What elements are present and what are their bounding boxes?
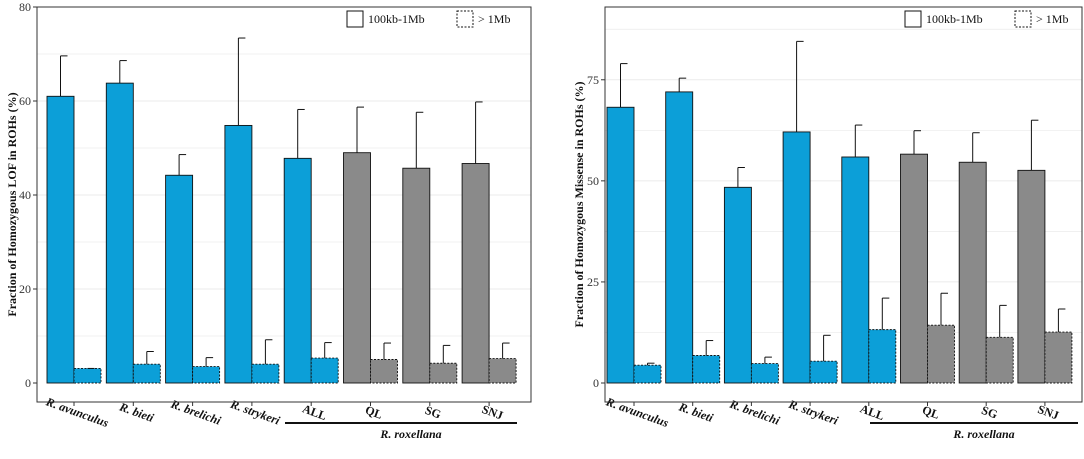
chart1-y-tick-label-60: 60	[19, 94, 31, 108]
chart1-bar-100kb-1mb-6	[343, 152, 371, 384]
chart2-bar-100kb-1mb-5	[841, 156, 870, 384]
chart2-y-tick-label-50: 50	[587, 174, 599, 188]
chart2-bar-gt1mb-3	[750, 363, 779, 384]
chart2-bar-gt1mb-1	[633, 364, 662, 384]
chart1-y-tick-label-0: 0	[25, 376, 31, 390]
chart1-y-tick-label-80: 80	[19, 0, 31, 14]
chart1-bar-gt1mb-3	[192, 366, 221, 384]
chart2-bar-100kb-1mb-6	[900, 153, 928, 384]
chart1-bar-100kb-1mb-5	[283, 157, 312, 384]
chart2-bar-gt1mb-6	[927, 324, 955, 384]
chart1-bar-gt1mb-2	[132, 363, 161, 384]
chart2-bar-100kb-1mb-2	[665, 91, 694, 384]
chart1-legend-label-1: 100kb-1Mb	[368, 12, 425, 26]
chart1-y-tick-label-20: 20	[19, 282, 31, 296]
chart2-category-label-2: R. bieti	[676, 399, 716, 425]
chart1-category-label-6: QL	[363, 403, 384, 422]
chart1-y-tick-label-40: 40	[19, 188, 31, 202]
chart1-group-label: R. roxellana	[379, 427, 441, 441]
chart1-bar-100kb-1mb-8	[461, 163, 490, 384]
chart1-bar-gt1mb-1	[73, 367, 102, 384]
chart1-legend-label-2: > 1Mb	[478, 12, 510, 26]
chart2-bar-gt1mb-2	[692, 355, 721, 384]
chart1-bar-100kb-1mb-1	[46, 95, 75, 384]
chart1-category-label-7: SG	[423, 403, 443, 422]
chart1-category-label-5: ALL	[301, 401, 329, 423]
chart2-bar-gt1mb-8	[1044, 331, 1073, 384]
chart2-category-label-8: SNJ	[1036, 402, 1061, 422]
chart2-category-label-6: QL	[920, 403, 941, 422]
chart2-y-tick-label-25: 25	[587, 275, 599, 289]
chart2-legend-key-dashed	[1014, 10, 1032, 28]
chart2-bar-gt1mb-7	[985, 336, 1014, 384]
chart2-bar-100kb-1mb-1	[606, 106, 635, 384]
chart2-bar-gt1mb-5	[868, 329, 897, 384]
chart1-bar-100kb-1mb-4	[224, 124, 253, 384]
chart2-panel-border	[604, 6, 1083, 403]
chart2-legend-key-solid	[904, 10, 922, 28]
chart1-bar-gt1mb-8	[488, 358, 517, 384]
chart1-bar-100kb-1mb-2	[105, 82, 134, 384]
chart1-y-axis-label: Fraction of Homozygous LOF in ROHs (%)	[5, 92, 19, 316]
chart1-bar-gt1mb-4	[251, 363, 280, 384]
chart2-y-axis-label: Fraction of Homozygous Missense in ROHs …	[572, 82, 586, 328]
chart2-y-tick-label-75: 75	[587, 73, 599, 87]
chart2-bar-100kb-1mb-8	[1017, 169, 1046, 384]
chart2-y-tick-label-0: 0	[593, 376, 599, 390]
chart2-legend-label-1: 100kb-1Mb	[926, 12, 983, 26]
chart1-bar-100kb-1mb-7	[402, 167, 431, 384]
chart1-bar-gt1mb-7	[429, 362, 458, 384]
chart2-bar-gt1mb-4	[809, 360, 838, 384]
chart1-bar-gt1mb-6	[370, 359, 398, 384]
chart2-bar-100kb-1mb-3	[723, 186, 752, 384]
chart1-legend-key-dashed	[456, 10, 474, 28]
chart2-group-label: R. roxellana	[952, 427, 1014, 441]
chart1-bar-100kb-1mb-3	[165, 174, 194, 384]
chart1-panel-border	[36, 6, 532, 403]
chart1-bar-gt1mb-5	[310, 357, 339, 384]
chart2-legend-label-2: > 1Mb	[1036, 12, 1068, 26]
chart1-legend-key-solid	[346, 10, 364, 28]
chart2-bar-100kb-1mb-4	[782, 131, 811, 384]
chart1-category-label-2: R. bieti	[117, 399, 157, 425]
chart2-category-label-7: SG	[980, 403, 1000, 422]
chart1-category-label-8: SNJ	[480, 402, 505, 422]
chart2-category-label-5: ALL	[858, 401, 886, 423]
chart2-bar-100kb-1mb-7	[958, 161, 987, 384]
